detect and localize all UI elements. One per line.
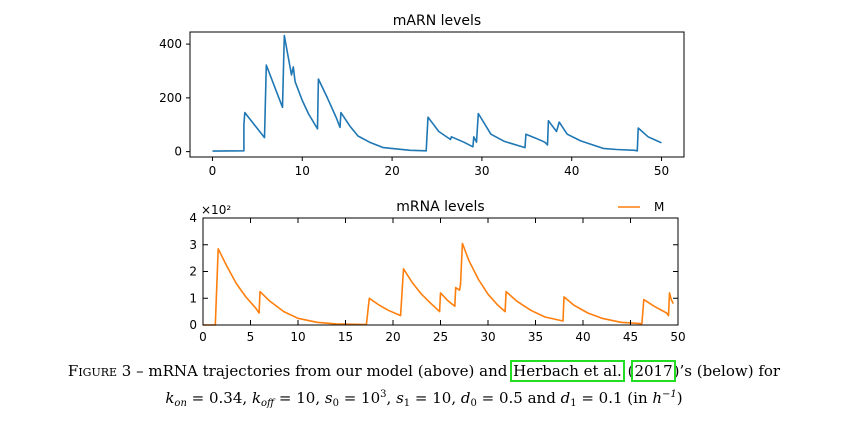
citation-year-link[interactable]: 2017 bbox=[631, 360, 676, 382]
caption-paren: ( bbox=[622, 362, 634, 380]
y-tick-label: 400 bbox=[159, 37, 182, 51]
x-tick-label: 10 bbox=[295, 164, 310, 178]
x-tick-label: 0 bbox=[199, 330, 207, 344]
x-tick-label: 20 bbox=[385, 330, 400, 344]
series-line-M bbox=[203, 242, 675, 326]
y-tick-label: 2 bbox=[189, 265, 197, 279]
caption-line-1: Figure 3 – mRNA trajectories from our mo… bbox=[0, 360, 848, 383]
math-eq: = 10 bbox=[338, 389, 381, 407]
math-h: h bbox=[652, 389, 663, 407]
math-eq: = 0.34, bbox=[186, 389, 252, 407]
x-tick-label: 15 bbox=[338, 330, 353, 344]
chart-title: mARN levels bbox=[393, 13, 481, 29]
y-multiplier-label: ×10² bbox=[201, 203, 231, 217]
citation-author-link[interactable]: Herbach et al. bbox=[510, 360, 625, 382]
math-eq: = 0.1 (in bbox=[576, 389, 653, 407]
math-s: s bbox=[396, 389, 404, 407]
math-s: s bbox=[324, 389, 333, 407]
math-eq: = 10, bbox=[274, 389, 325, 407]
x-tick-label: 45 bbox=[623, 330, 638, 344]
caption-line-2: kon = 0.34, koff = 10, s0 = 103, s1 = 10… bbox=[0, 383, 848, 415]
math-comma: , bbox=[386, 389, 397, 407]
math-sub-off: off bbox=[261, 398, 275, 409]
x-tick-label: 30 bbox=[474, 164, 489, 178]
x-tick-label: 25 bbox=[433, 330, 448, 344]
y-tick-label: 0 bbox=[174, 145, 182, 159]
chart-mrna-levels: mRNA levels 0 5 10 15 20 25 30 35 40 45 50 0 1 2 3 4 ×10²… bbox=[189, 199, 685, 344]
math-k: k bbox=[165, 389, 175, 407]
math-sub-0: 0 bbox=[332, 398, 339, 409]
y-tick-label: 0 bbox=[189, 318, 197, 332]
x-tick-label: 50 bbox=[670, 330, 685, 344]
x-tick-label: 40 bbox=[575, 330, 590, 344]
math-sub-on: on bbox=[174, 398, 187, 409]
math-close: ) bbox=[676, 389, 683, 407]
figure-label: Figure 3 bbox=[67, 362, 132, 380]
x-tick-label: 30 bbox=[480, 330, 495, 344]
math-eq: = 10, bbox=[410, 389, 461, 407]
x-tick-label: 35 bbox=[528, 330, 543, 344]
chart-title: mRNA levels bbox=[396, 199, 484, 215]
math-sup-minus1: −1 bbox=[662, 389, 677, 400]
chart-marn-levels: mARN levels 0 10 20 30 40 50 0 200 400 bbox=[159, 13, 685, 178]
math-sub-0: 0 bbox=[470, 398, 477, 409]
math-d: d bbox=[460, 389, 471, 407]
math-sup-3: 3 bbox=[380, 389, 387, 400]
x-tick-label: 5 bbox=[247, 330, 255, 344]
y-tick-label: 3 bbox=[189, 238, 197, 252]
math-sub-1: 1 bbox=[403, 398, 411, 409]
x-tick-label: 0 bbox=[209, 164, 217, 178]
x-tick-label: 10 bbox=[290, 330, 305, 344]
caption-text-after: )’s (below) for bbox=[673, 362, 781, 380]
math-d: d bbox=[560, 389, 571, 407]
y-tick-label: 200 bbox=[159, 91, 182, 105]
math-sub-1: 1 bbox=[570, 398, 577, 409]
figure-caption: Figure 3 – mRNA trajectories from our mo… bbox=[0, 360, 848, 415]
series-line-series-0 bbox=[212, 34, 662, 152]
y-tick-label: 1 bbox=[189, 291, 197, 305]
x-tick-label: 20 bbox=[384, 164, 399, 178]
x-tick-label: 50 bbox=[654, 164, 669, 178]
y-tick-label: 4 bbox=[189, 211, 197, 225]
math-k: k bbox=[251, 389, 262, 407]
caption-dash: – bbox=[131, 362, 149, 380]
math-eq: = 0.5 and bbox=[476, 389, 561, 407]
x-tick-label: 40 bbox=[564, 164, 579, 178]
legend-label: M bbox=[654, 200, 664, 214]
caption-text: mRNA trajectories from our model (above)… bbox=[148, 362, 513, 380]
axes-frame bbox=[189, 31, 685, 158]
